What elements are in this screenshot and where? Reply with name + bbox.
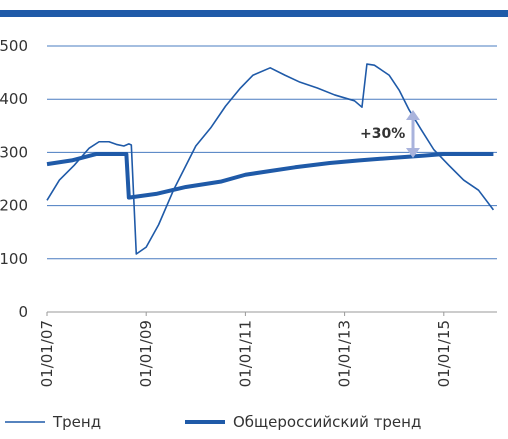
line <box>46 151 494 200</box>
y-tick-label: 100 <box>0 250 28 268</box>
y-tick-label: 300 <box>0 143 28 161</box>
y-tick-label: 0 <box>18 303 28 321</box>
y-tick-label: 200 <box>0 197 28 215</box>
x-tick-label: 01/01/09 <box>137 320 155 387</box>
top-bar <box>0 10 508 17</box>
annotation: +30% <box>360 126 405 142</box>
line <box>46 63 495 255</box>
x-tick-label: 01/01/13 <box>336 320 354 387</box>
x-tick-label: 01/01/11 <box>236 320 254 387</box>
x-tick-label: 01/01/15 <box>435 320 453 387</box>
y-tick-label: 400 <box>0 90 28 108</box>
y-tick-label: 500 <box>0 37 28 55</box>
arrow-head <box>406 110 420 120</box>
x-tick-label: 01/01/07 <box>38 320 56 387</box>
arrow-head <box>406 148 420 158</box>
legend-label: Общероссийский тренд <box>233 413 421 431</box>
legend-label: Тренд <box>52 413 101 431</box>
